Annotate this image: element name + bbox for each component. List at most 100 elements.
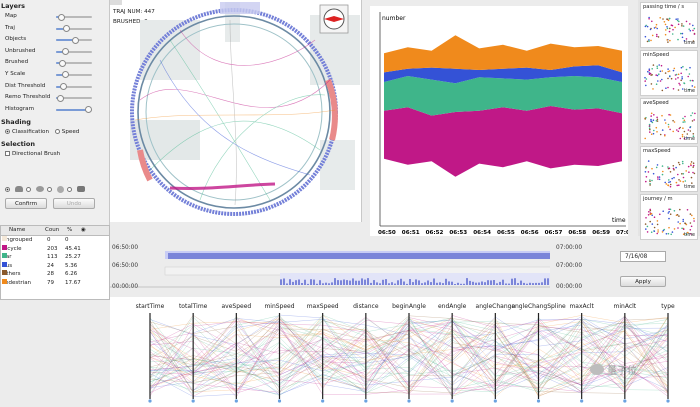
thumb-journey[interactable]: journey / m time xyxy=(640,194,698,240)
layer-slider[interactable] xyxy=(56,71,92,79)
thumb-point xyxy=(680,79,682,82)
thumb-time-label: time xyxy=(684,233,695,238)
table-row[interactable]: Bicycle 203 45.41 xyxy=(1,244,109,254)
brush-tool-radio[interactable] xyxy=(5,186,10,192)
table-row[interactable]: Ungrouped 0 0 xyxy=(1,236,109,245)
thumb-point xyxy=(661,78,663,81)
rect-tool-icon[interactable] xyxy=(77,186,85,192)
slider-handle[interactable] xyxy=(62,71,70,79)
layer-slider[interactable] xyxy=(56,13,92,21)
directional-brush-checkbox[interactable] xyxy=(5,151,10,157)
pcp-axis-handle[interactable] xyxy=(580,399,584,403)
trajectory-circle-view[interactable]: TRAJ NUM: 447 BRUSHED: 0 xyxy=(110,0,362,222)
circle-tool-icon[interactable] xyxy=(57,185,64,193)
layer-slider[interactable] xyxy=(56,106,92,114)
date-field[interactable]: 7/16/08 xyxy=(620,251,666,262)
watermark-logo-icon xyxy=(590,364,604,375)
rect-tool-radio[interactable] xyxy=(67,186,72,192)
pcp-svg[interactable] xyxy=(110,297,700,407)
layer-slider[interactable] xyxy=(56,48,92,56)
stream-layer-bus[interactable] xyxy=(384,65,622,84)
lasso-tool-icon[interactable] xyxy=(36,186,44,192)
visibility-icon[interactable]: ◉ xyxy=(81,227,86,233)
slider-handle[interactable] xyxy=(63,25,71,33)
slider-handle[interactable] xyxy=(58,59,66,67)
stream-graph[interactable]: number time 06:50 06:51 06:52 06:53 06:54 06:… xyxy=(370,6,630,236)
pcp-axis-handle[interactable] xyxy=(450,399,454,403)
pcp-axis-handle[interactable] xyxy=(191,399,195,403)
pcp-axis-handle[interactable] xyxy=(666,399,670,403)
pcp-axis-handle[interactable] xyxy=(623,399,627,403)
trajectory-map-svg[interactable] xyxy=(110,0,362,222)
thumb-passing-time[interactable]: passing time / s time xyxy=(640,2,698,48)
slider-handle[interactable] xyxy=(56,94,64,102)
pcp-axis-handle[interactable] xyxy=(407,399,411,403)
lasso-tool-radio[interactable] xyxy=(26,186,31,192)
timeline-histogram-bar xyxy=(358,280,360,285)
thumb-point xyxy=(681,36,684,39)
pcp-axis-handle[interactable] xyxy=(493,399,497,403)
pcp-axis-handle[interactable] xyxy=(536,399,541,403)
thumb-point xyxy=(656,33,658,36)
pcp-axis-handle[interactable] xyxy=(234,399,238,403)
timeline-histogram-bar xyxy=(463,283,465,285)
timeline-histogram-bar xyxy=(376,282,378,285)
timeline-histogram-bar xyxy=(307,283,309,285)
timeline-histogram-bar xyxy=(511,278,513,285)
slider-handle[interactable] xyxy=(84,106,92,114)
col-header-name[interactable]: Name xyxy=(9,227,26,233)
shading-speed-radio[interactable] xyxy=(54,129,60,135)
thumb-point xyxy=(671,231,674,233)
shading-classification-radio[interactable] xyxy=(5,129,10,135)
thumb-point xyxy=(673,210,676,212)
thumb-point xyxy=(661,114,663,117)
thumb-point xyxy=(659,80,662,82)
thumb-point xyxy=(669,75,671,78)
slider-handle[interactable] xyxy=(61,48,69,56)
thumb-min-speed[interactable]: minSpeed time xyxy=(640,50,698,96)
directional-brush-row[interactable]: Directional Brush xyxy=(0,149,109,159)
layer-slider[interactable] xyxy=(56,94,92,102)
layer-row: Objects xyxy=(0,34,109,46)
table-row[interactable]: Pedestrian 79 17.67 xyxy=(1,279,109,288)
thumb-ave-speed[interactable]: aveSpeed time xyxy=(640,98,698,144)
timeline-histogram-bar xyxy=(322,283,324,285)
thumb-point xyxy=(679,222,681,225)
layer-label: Dist Threshold xyxy=(5,82,46,89)
layer-slider[interactable] xyxy=(56,25,92,33)
thumb-point xyxy=(659,70,662,73)
table-row[interactable]: Bus 24 5.36 xyxy=(1,261,109,271)
slider-handle[interactable] xyxy=(72,36,80,44)
brush-tool-icon[interactable] xyxy=(15,186,23,192)
apply-button[interactable]: Apply xyxy=(620,276,666,287)
layer-slider[interactable] xyxy=(56,83,92,91)
layer-slider[interactable] xyxy=(56,36,92,44)
pcp-axis-handle[interactable] xyxy=(277,399,282,403)
timeline-svg[interactable] xyxy=(110,243,550,293)
map-block-left xyxy=(140,20,200,80)
pcp-axis-handle[interactable] xyxy=(321,399,325,403)
thumb-point xyxy=(649,213,652,216)
confirm-button[interactable]: Confirm xyxy=(5,198,47,209)
pcp-axis-handle[interactable] xyxy=(148,399,152,403)
thumb-point xyxy=(653,129,655,132)
table-row[interactable]: Car 113 25.27 xyxy=(1,253,109,262)
stream-layer-car[interactable] xyxy=(384,76,622,116)
class-name: Ungrouped xyxy=(2,237,33,243)
thumb-point xyxy=(644,171,647,173)
circle-tool-radio[interactable] xyxy=(47,186,52,192)
row3-end: 00:00:00 xyxy=(556,284,583,290)
layer-slider[interactable] xyxy=(56,59,92,67)
pcp-axis-handle[interactable] xyxy=(364,399,368,403)
slider-handle[interactable] xyxy=(60,83,68,91)
stream-layer-bicycle[interactable] xyxy=(384,106,622,177)
slider-handle[interactable] xyxy=(57,13,65,21)
stream-layer-pedestrian[interactable] xyxy=(384,35,622,73)
undo-button[interactable]: Undo xyxy=(53,198,95,209)
thumb-point xyxy=(647,160,650,162)
col-header-pct[interactable]: % xyxy=(67,227,73,233)
table-row[interactable]: Others 28 6.26 xyxy=(1,270,109,279)
col-header-count[interactable]: Coun xyxy=(45,227,60,233)
thumb-max-speed[interactable]: maxSpeed time xyxy=(640,146,698,192)
thumb-point xyxy=(669,185,672,188)
